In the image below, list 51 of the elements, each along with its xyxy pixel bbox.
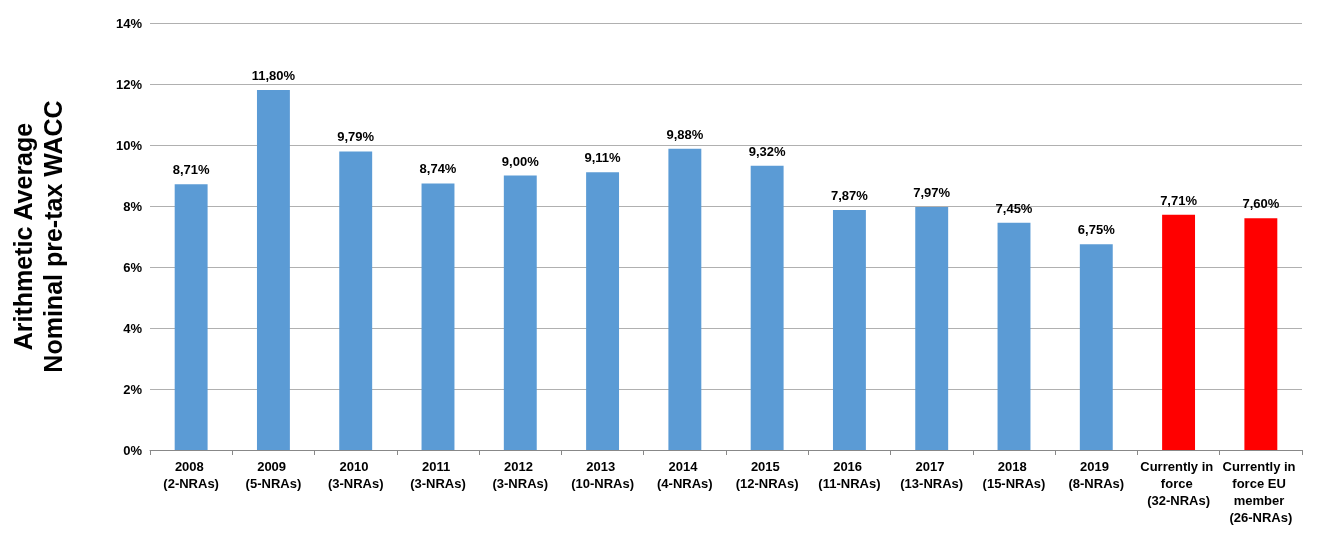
- data-label: 7,45%: [995, 200, 1033, 216]
- data-label: 11,80%: [251, 68, 296, 84]
- data-label: 9,88%: [666, 126, 704, 142]
- x-tick-label: 2016 (11-NRAs): [818, 459, 881, 491]
- y-tick-label: 6%: [123, 259, 143, 275]
- bar: [421, 183, 455, 450]
- y-tick-label: 4%: [123, 320, 143, 336]
- data-label: 7,71%: [1160, 192, 1198, 208]
- y-tick-label: 2%: [123, 381, 143, 397]
- bar: [339, 151, 373, 450]
- y-tick-label: 10%: [115, 137, 143, 153]
- bar: [586, 172, 620, 450]
- x-tick-label: 2015 (12-NRAs): [735, 459, 799, 491]
- bar: [668, 148, 702, 450]
- bar: [997, 222, 1031, 450]
- x-tick-label: 2010 (3-NRAs): [327, 459, 384, 491]
- bar: [256, 90, 290, 450]
- x-tick-label: 2017 (13-NRAs): [900, 459, 964, 491]
- bar: [750, 165, 784, 450]
- y-tick-label: 8%: [123, 198, 143, 214]
- data-label: 7,97%: [913, 184, 951, 200]
- bar: [174, 184, 208, 450]
- data-label: 9,79%: [337, 129, 375, 145]
- bar: [503, 175, 537, 450]
- x-tick-label: Currently in force (32-NRAs): [1140, 459, 1217, 508]
- y-tick-label: 12%: [115, 76, 143, 92]
- data-label: 9,00%: [501, 153, 540, 169]
- data-label: 8,71%: [172, 162, 211, 178]
- x-tick-label: 2012 (3-NRAs): [492, 459, 549, 491]
- data-label: 9,11%: [584, 150, 622, 166]
- data-label: 7,87%: [830, 187, 869, 203]
- bar: [1079, 244, 1113, 450]
- bar: [832, 209, 866, 450]
- y-tick-label: 0%: [123, 442, 143, 458]
- bar: [1244, 218, 1278, 450]
- y-axis-title: Arithmetic Average Nominal pre-tax WACC: [9, 100, 67, 373]
- x-tick-label: 2009 (5-NRAs): [245, 459, 302, 491]
- bar: [915, 206, 949, 450]
- data-label: 9,32%: [748, 143, 787, 159]
- x-tick-label: 2008 (2-NRAs): [163, 459, 219, 491]
- x-tick-label: 2018 (15-NRAs): [982, 459, 1046, 491]
- x-tick-label: 2019 (8-NRAs): [1068, 459, 1125, 491]
- x-tick-label: 2013 (10-NRAs): [571, 459, 634, 491]
- x-tick-label: 2011 (3-NRAs): [410, 459, 466, 491]
- data-label: 7,60%: [1242, 196, 1280, 212]
- data-label: 8,74%: [419, 161, 457, 177]
- x-tick-label: Currently in force EU member (26-NRAs): [1222, 459, 1300, 525]
- data-label: 6,75%: [1077, 222, 1116, 238]
- x-tick-label: 2014 (4-NRAs): [657, 459, 713, 491]
- bar: [1162, 214, 1196, 450]
- y-tick-label: 14%: [115, 15, 143, 31]
